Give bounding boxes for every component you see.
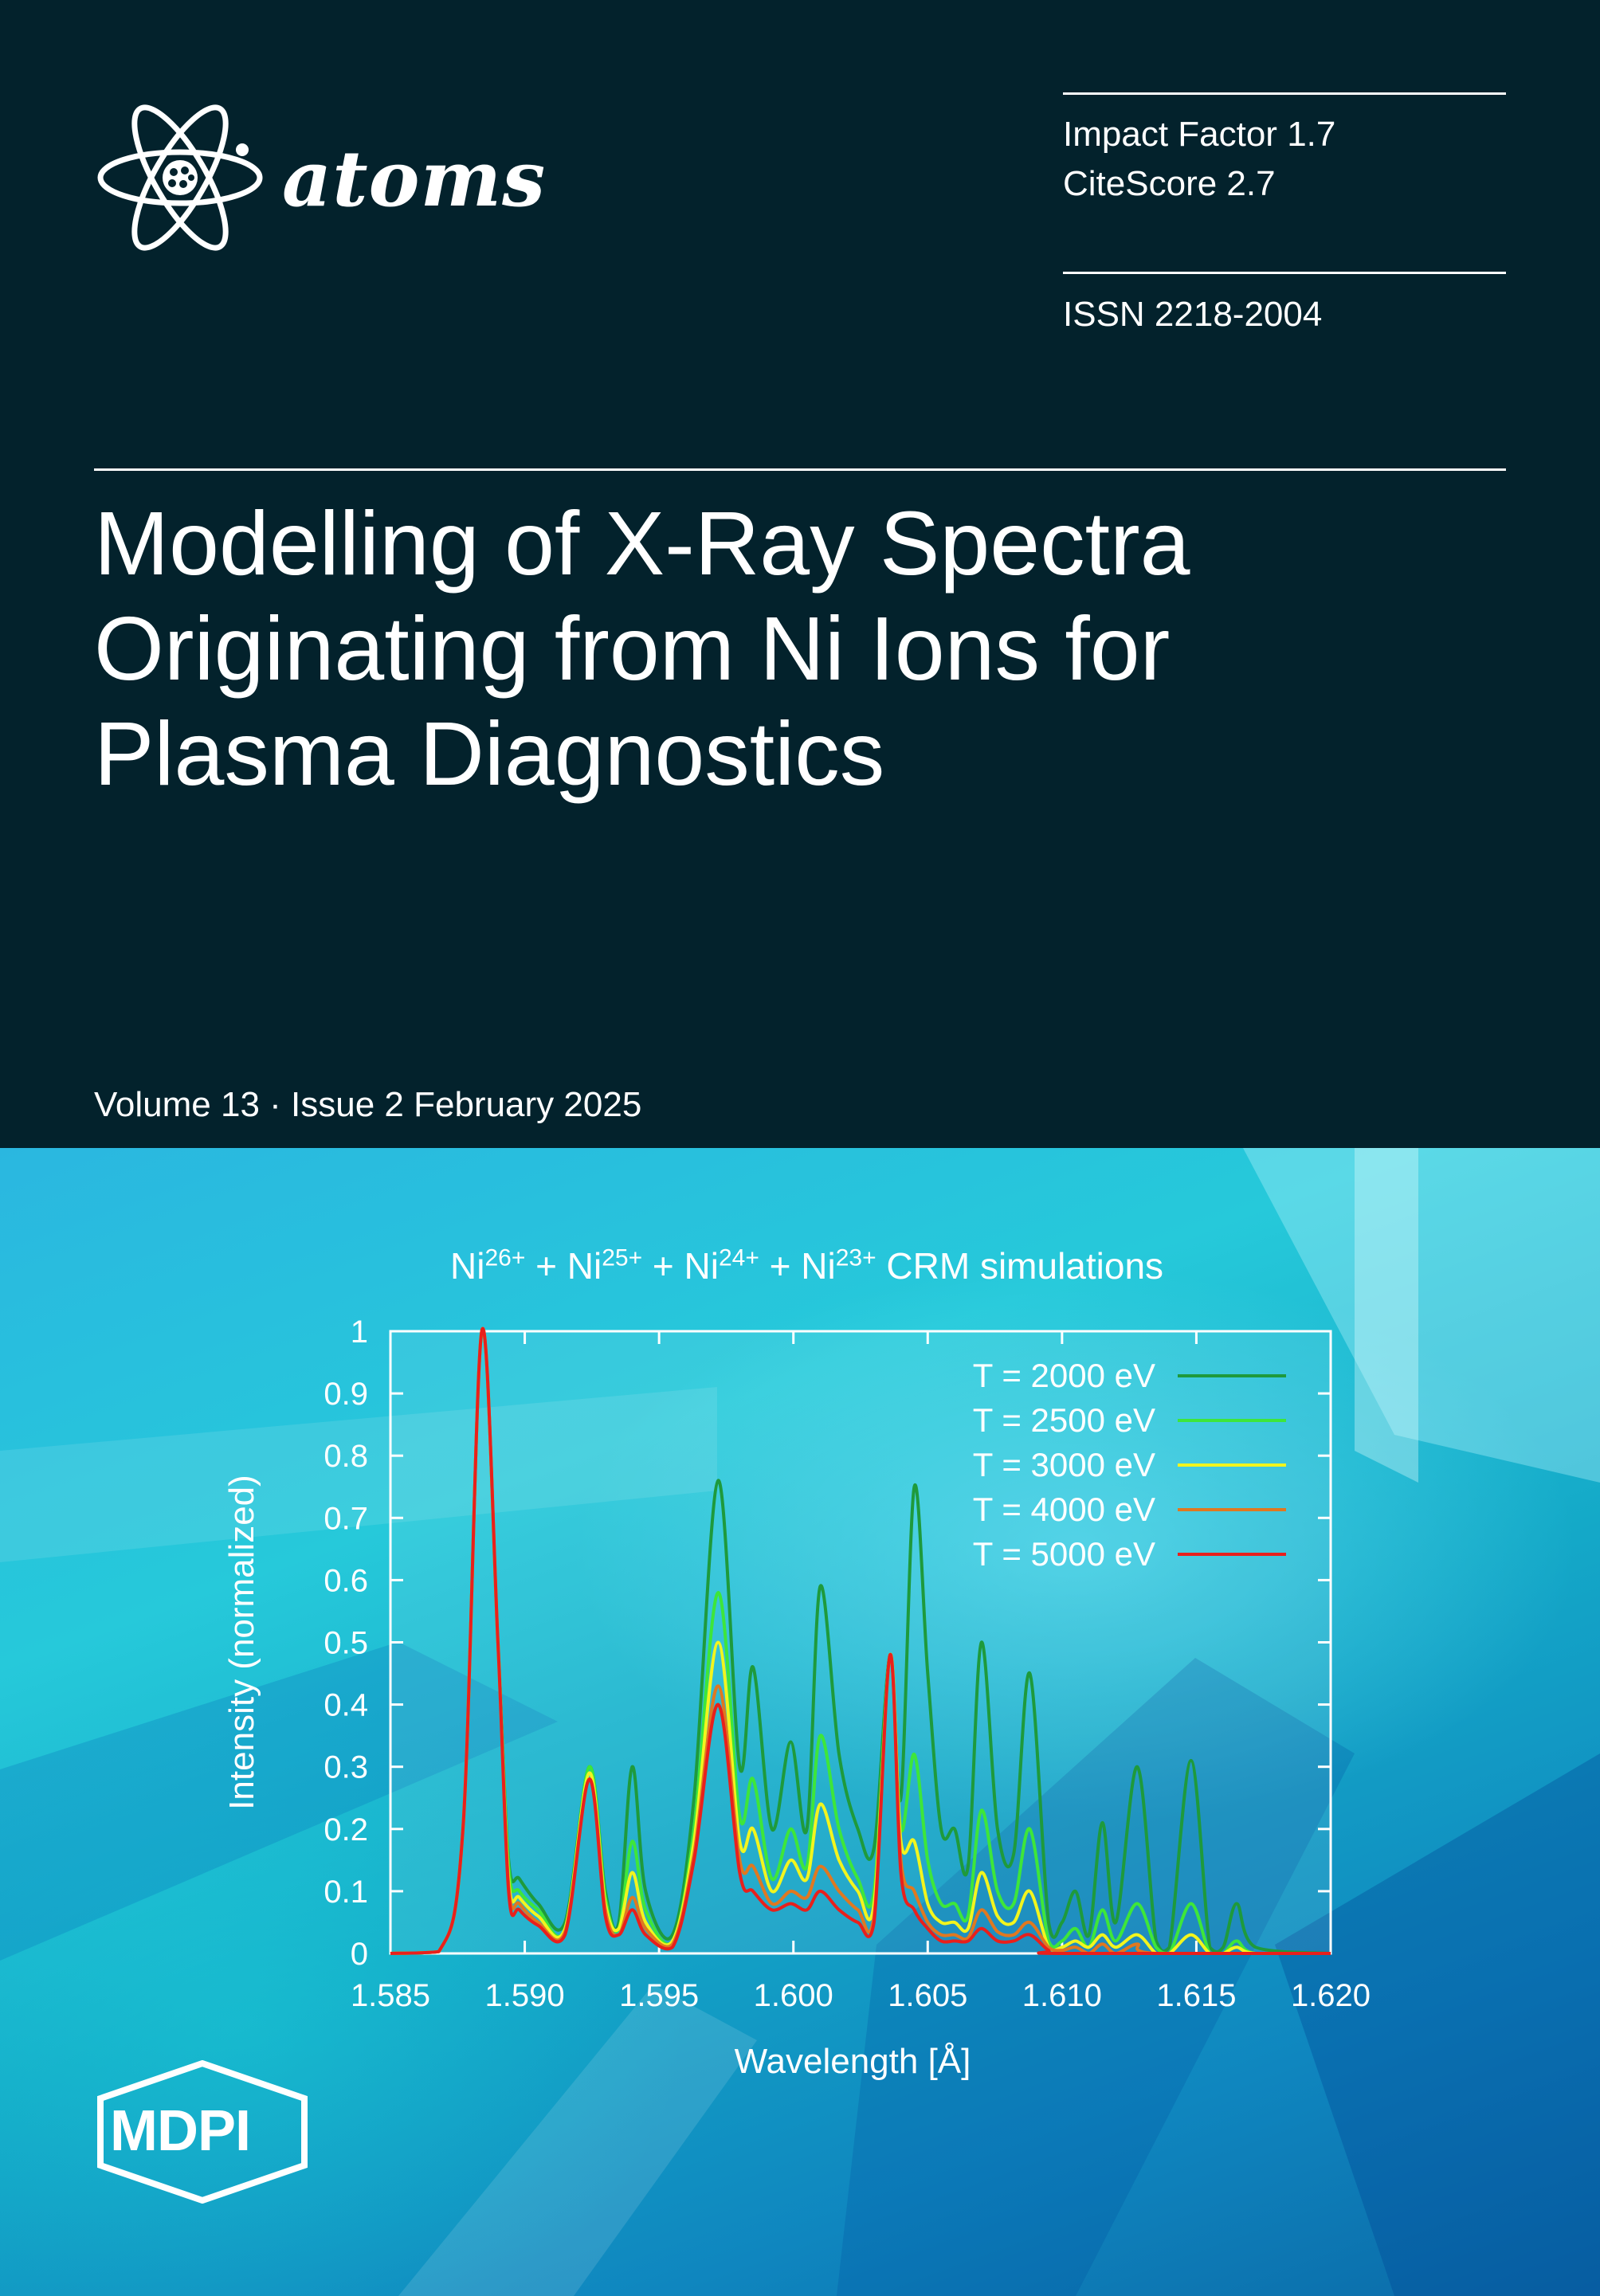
x-tick-label: 1.615: [1156, 1978, 1236, 2013]
x-tick-label: 1.605: [888, 1978, 967, 2013]
hexagon-icon: [97, 2059, 308, 2204]
chart-title-part: CRM simulations: [876, 1245, 1164, 1287]
atom-icon: [97, 104, 263, 251]
chart-title-superscript: 26+: [484, 1244, 526, 1271]
volume-issue: Volume 13 · Issue 2 February 2025: [94, 1085, 642, 1124]
issn: ISSN 2218-2004: [1063, 295, 1323, 334]
x-tick-label: 1.600: [754, 1978, 833, 2013]
cover-image-panel: [0, 1148, 1600, 2296]
y-tick-label: 0.7: [324, 1501, 368, 1536]
mdpi-logo: MDPI: [92, 2059, 312, 2204]
chart-title-part: + Ni: [642, 1245, 719, 1287]
x-tick-label: 1.585: [351, 1978, 430, 2013]
legend-label: T = 2000 eV: [973, 1357, 1155, 1394]
series-line-2500ev: [390, 1326, 1331, 1955]
y-tick-label: 0.2: [324, 1812, 368, 1847]
impact-factor: Impact Factor 1.7: [1063, 115, 1336, 154]
series-line-3000ev: [390, 1326, 1331, 1955]
chart-title-superscript: 23+: [835, 1244, 876, 1271]
y-tick-label: 0.5: [324, 1626, 368, 1661]
plot-area: [390, 1331, 1331, 1953]
chart-title: Ni26+ + Ni25+ + Ni24+ + Ni23+ CRM simula…: [0, 1244, 1600, 1287]
y-tick-label: 0.3: [324, 1750, 368, 1785]
y-tick-label: 1: [351, 1315, 368, 1350]
article-title: Modelling of X-Ray Spectra Originating f…: [94, 493, 1190, 804]
journal-name: atoms: [282, 134, 547, 224]
chart-title-part: + Ni: [759, 1245, 836, 1287]
y-tick-label: 0.6: [324, 1563, 368, 1598]
legend-label: T = 2500 eV: [973, 1401, 1155, 1439]
x-tick-label: 1.595: [619, 1978, 699, 2013]
publisher-name: MDPI: [110, 2099, 251, 2163]
y-axis-label: Intensity (normalized): [222, 1475, 261, 1810]
y-tick-label: 0.1: [324, 1875, 368, 1910]
divider: [1063, 92, 1506, 95]
y-tick-label: 0.9: [324, 1377, 368, 1412]
cover-top-panel: atoms Impact Factor 1.7 CiteScore 2.7 IS…: [94, 92, 1506, 1124]
legend-label: T = 5000 eV: [973, 1535, 1155, 1573]
divider: [94, 468, 1506, 471]
legend-label: T = 4000 eV: [973, 1491, 1155, 1528]
spectrum-chart: 0 0.1 0.2 0.3 0.4 0.5 0.6 0.7 0.8 0.9 1 1.585 1.590 1…: [222, 1315, 1371, 2081]
chart-title-superscript: 25+: [602, 1244, 643, 1271]
chart-title-part: + Ni: [525, 1245, 602, 1287]
y-tick-label: 0: [351, 1937, 368, 1972]
chart-title-superscript: 24+: [718, 1244, 759, 1271]
legend-label: T = 3000 eV: [973, 1446, 1155, 1483]
x-tick-label: 1.610: [1022, 1978, 1102, 2013]
series-line-5000ev: [390, 1326, 1331, 1956]
x-axis-label: Wavelength [Å]: [735, 2042, 971, 2081]
atoms-logo: atoms: [94, 102, 545, 253]
y-tick-label: 0.4: [324, 1688, 368, 1723]
citescore: CiteScore 2.7: [1063, 164, 1276, 203]
x-tick-label: 1.590: [485, 1978, 565, 2013]
x-tick-label: 1.620: [1291, 1978, 1371, 2013]
y-tick-label: 0.8: [324, 1439, 368, 1474]
divider: [1063, 272, 1506, 274]
background-texture: [0, 1148, 1600, 2296]
chart-title-part: Ni: [450, 1245, 485, 1287]
